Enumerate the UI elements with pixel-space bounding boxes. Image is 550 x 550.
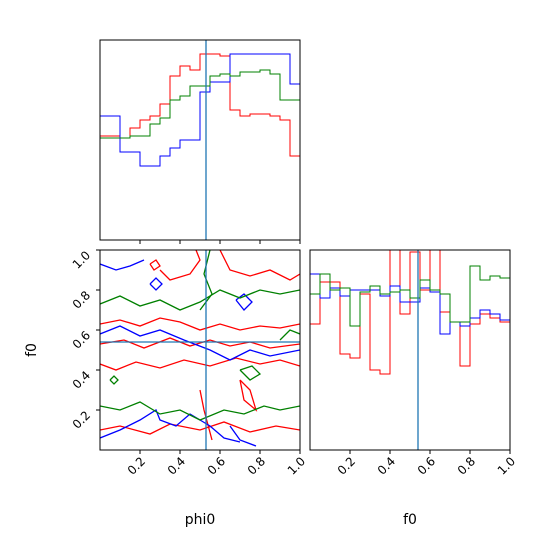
- contour-y-tick-label: 0.2: [70, 408, 93, 431]
- panel-hist-phi0: [99, 39, 301, 244]
- hist-f0-x-tick-label: 0.8: [455, 454, 478, 477]
- hist-f0-x-tick-label: 0.4: [375, 454, 398, 477]
- hist-phi0-frame: [99, 39, 301, 241]
- contour-x-tick-label: 0.2: [125, 454, 148, 477]
- contour-red-5: [159, 250, 201, 281]
- contour-x-tick-label: 0.4: [165, 454, 188, 477]
- contour-blue-1: [100, 409, 241, 443]
- contour-x-ticks: 0.2 0.4 0.6 0.8 1.0: [125, 450, 308, 478]
- contour-green-3: [239, 365, 262, 381]
- panel-contour-phi0-f0: 0.2 0.4 0.6 0.8 1.0 0.2 0.4 0.6 0.8 1.0 phi0 f0: [24, 248, 308, 528]
- hist-phi0-series-blue: [100, 53, 300, 167]
- hist-f0-x-tick-label: 0.6: [415, 454, 438, 477]
- contour-x-tick-label: 0.8: [245, 454, 268, 477]
- hist-f0-series-red: [310, 250, 510, 375]
- x-axis-label-phi0: phi0: [185, 512, 216, 528]
- contour-red-7: [239, 379, 258, 412]
- contour-blue-2: [100, 259, 145, 271]
- panel-hist-f0: 0.2 0.4 0.6 0.8 1.0 f0: [309, 249, 518, 528]
- contour-red-1: [100, 337, 300, 349]
- contour-blue-5: [149, 277, 163, 291]
- contour-blue-0: [100, 325, 300, 361]
- contour-red-4: [219, 250, 300, 281]
- contour-blue-4: [235, 293, 253, 311]
- contour-blue-3: [229, 425, 257, 447]
- contour-red-6: [199, 389, 213, 441]
- hist-phi0-ticks: [139, 240, 301, 244]
- contour-green-5: [279, 329, 300, 341]
- contour-x-tick-label: 0.6: [205, 454, 228, 477]
- contour-y-tick-label: 1.0: [70, 248, 93, 271]
- contour-green-1: [100, 401, 300, 421]
- x-axis-label-f0: f0: [403, 512, 417, 528]
- contour-x-tick-label: 1.0: [285, 454, 308, 477]
- contour-y-tick-label: 0.6: [70, 328, 93, 351]
- hist-f0-x-ticks: 0.2 0.4 0.6 0.8 1.0: [335, 450, 518, 478]
- hist-f0-series-blue: [310, 273, 510, 335]
- contour-series: [100, 250, 300, 447]
- hist-f0-frame: [309, 249, 511, 451]
- contour-y-tick-label: 0.4: [70, 368, 93, 391]
- contour-green-4: [109, 375, 119, 385]
- hist-f0-series-green: [310, 265, 510, 327]
- contour-red-0: [100, 317, 300, 331]
- hist-phi0-series-red: [100, 53, 300, 157]
- hist-phi0-series: [100, 53, 300, 167]
- contour-y-ticks: 0.2 0.4 0.6 0.8 1.0: [70, 248, 100, 432]
- hist-f0-x-tick-label: 0.2: [335, 454, 358, 477]
- hist-phi0-series-green: [100, 69, 300, 139]
- hist-f0-series: [310, 250, 510, 375]
- contour-green-0: [100, 289, 300, 311]
- contour-frame: [99, 249, 301, 451]
- hist-f0-x-tick-label: 1.0: [495, 454, 518, 477]
- contour-red-8: [149, 259, 161, 271]
- contour-red-2: [100, 357, 300, 371]
- contour-red-3: [100, 421, 300, 435]
- y-axis-label-f0: f0: [24, 343, 40, 357]
- contour-y-tick-label: 0.8: [70, 288, 93, 311]
